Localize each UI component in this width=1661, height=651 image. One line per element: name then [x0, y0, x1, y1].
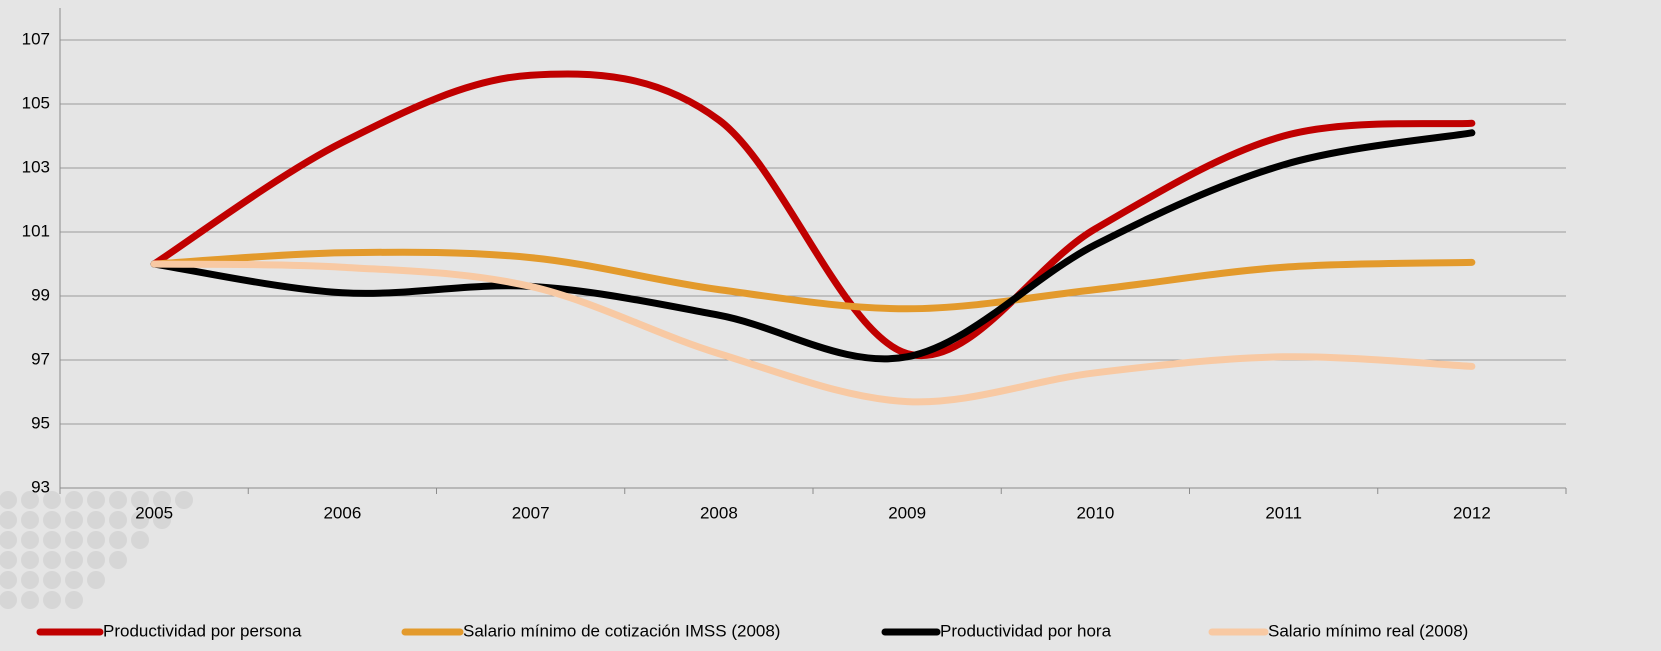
deco-dot — [65, 551, 83, 569]
x-tick-label: 2007 — [512, 503, 550, 522]
deco-dot — [0, 571, 17, 589]
deco-dot — [65, 511, 83, 529]
legend-label: Productividad por hora — [940, 621, 1112, 640]
y-tick-label: 97 — [31, 349, 50, 368]
deco-dot — [0, 531, 17, 549]
deco-dot — [87, 571, 105, 589]
deco-dot — [21, 571, 39, 589]
deco-dot — [0, 511, 17, 529]
y-tick-label: 99 — [31, 285, 50, 304]
deco-dot — [43, 571, 61, 589]
legend-label: Salario mínimo real (2008) — [1268, 621, 1468, 640]
x-tick-label: 2011 — [1265, 503, 1302, 522]
legend-label: Productividad por persona — [103, 621, 302, 640]
deco-dot — [87, 531, 105, 549]
deco-dot — [21, 511, 39, 529]
y-tick-label: 105 — [22, 93, 50, 112]
deco-dot — [0, 551, 17, 569]
y-tick-label: 101 — [22, 221, 50, 240]
deco-dot — [153, 511, 171, 529]
deco-dot — [109, 551, 127, 569]
deco-dot — [43, 511, 61, 529]
deco-dot — [21, 491, 39, 509]
y-tick-label: 103 — [22, 157, 50, 176]
deco-dot — [109, 491, 127, 509]
x-tick-label: 2012 — [1453, 503, 1491, 522]
deco-dot — [109, 531, 127, 549]
x-tick-label: 2010 — [1076, 503, 1114, 522]
deco-dot — [109, 511, 127, 529]
deco-dot — [131, 531, 149, 549]
y-tick-label: 95 — [31, 413, 50, 432]
deco-dot — [65, 531, 83, 549]
deco-dot — [21, 531, 39, 549]
deco-dot — [21, 551, 39, 569]
deco-dot — [153, 491, 171, 509]
y-tick-label: 93 — [31, 477, 50, 496]
legend-label: Salario mínimo de cotización IMSS (2008) — [463, 621, 780, 640]
deco-dot — [175, 491, 193, 509]
deco-dot — [131, 491, 149, 509]
deco-dot — [21, 591, 39, 609]
deco-dot — [131, 511, 149, 529]
series-line — [150, 248, 1476, 313]
x-tick-label: 2006 — [323, 503, 361, 522]
deco-dot — [87, 511, 105, 529]
deco-dot — [87, 491, 105, 509]
deco-dot — [65, 591, 83, 609]
deco-dot — [65, 571, 83, 589]
y-tick-label: 107 — [22, 29, 50, 48]
series-line — [150, 260, 1476, 406]
x-tick-label: 2008 — [700, 503, 738, 522]
x-tick-label: 2005 — [135, 503, 173, 522]
deco-dot — [43, 531, 61, 549]
deco-dot — [0, 491, 17, 509]
x-tick-label: 2009 — [888, 503, 926, 522]
deco-dot — [87, 551, 105, 569]
deco-dot — [43, 591, 61, 609]
deco-dot — [43, 491, 61, 509]
series-line — [150, 70, 1476, 360]
deco-dot — [43, 551, 61, 569]
deco-dot — [0, 591, 17, 609]
deco-dot — [65, 491, 83, 509]
decoration — [0, 491, 193, 609]
series-line — [150, 129, 1476, 363]
